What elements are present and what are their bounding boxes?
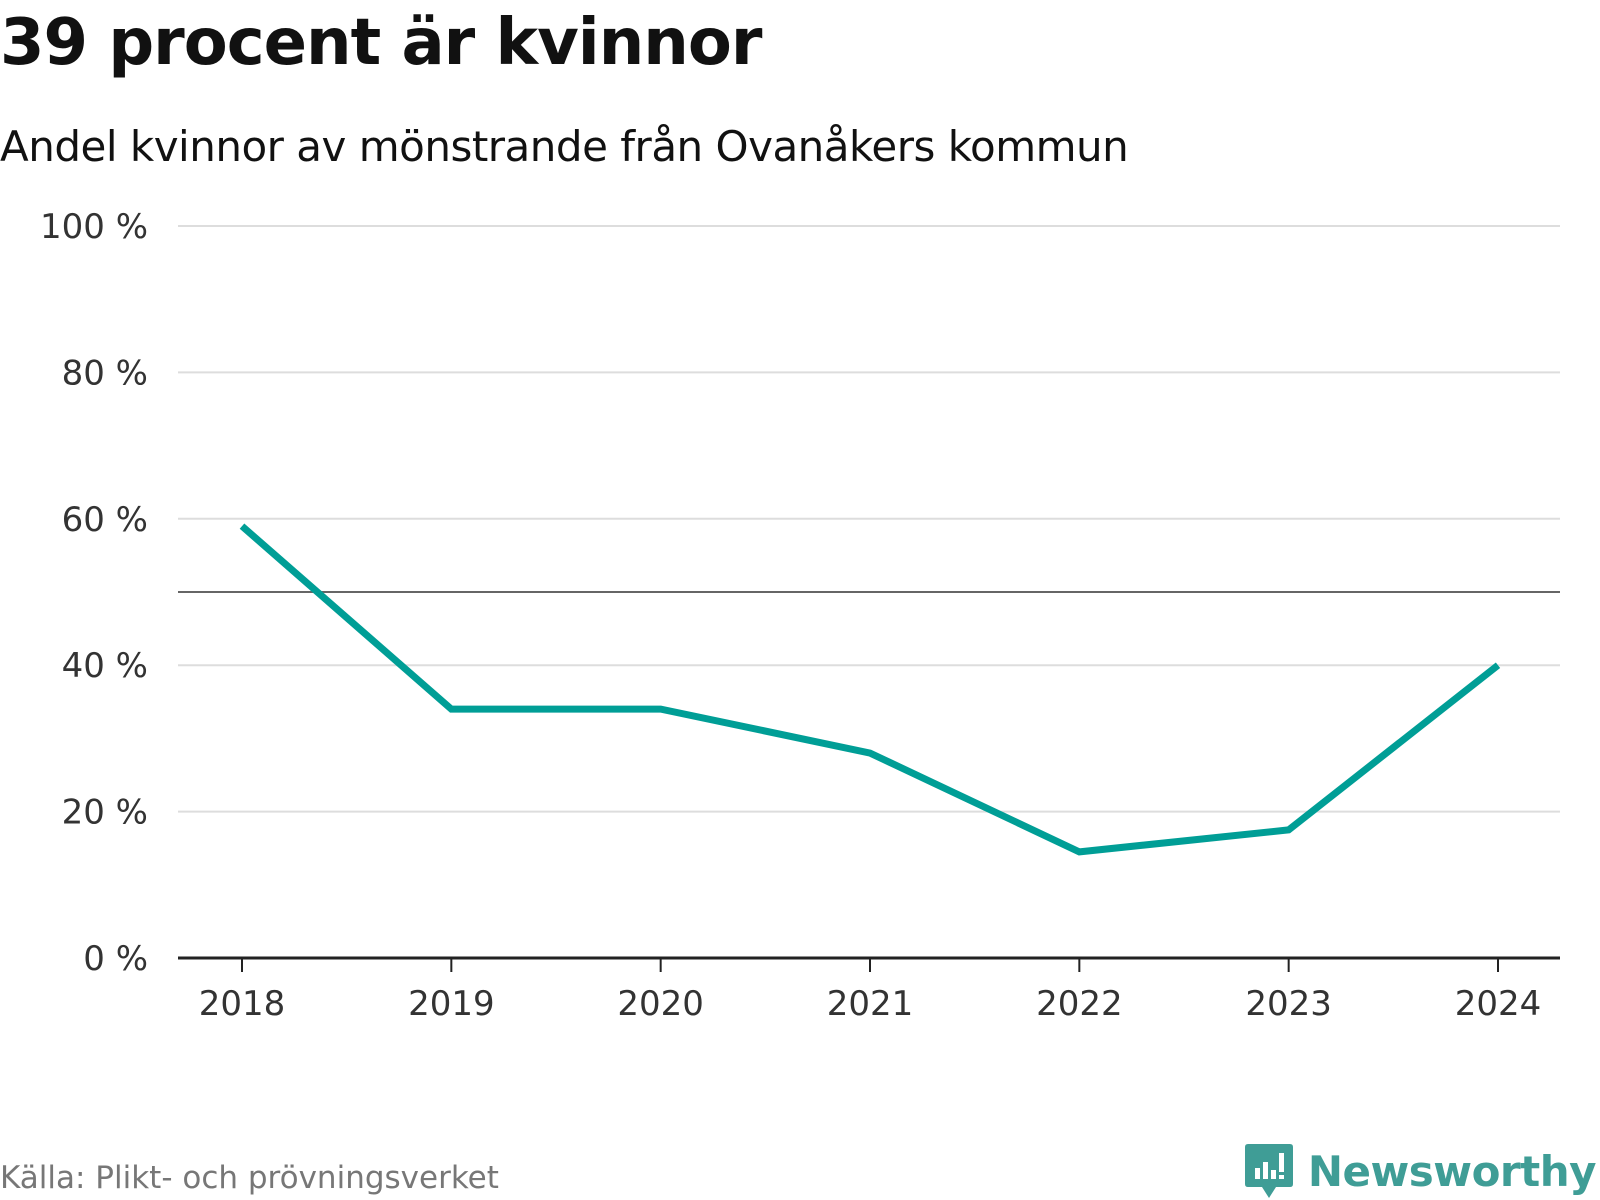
chart-title: 39 procent är kvinnor [0, 6, 762, 80]
y-tick-label: 40 % [62, 646, 148, 686]
series-line-0 [239, 523, 1501, 856]
y-tick-label: 60 % [62, 500, 148, 540]
x-tick-label: 2024 [1455, 984, 1542, 1024]
x-tick-label: 2018 [199, 984, 286, 1024]
y-tick-label: 100 % [40, 207, 148, 247]
brand-name: Newsworthy [1307, 1146, 1597, 1196]
series-group [239, 523, 1501, 856]
y-axis-tick-labels: 0 % 20 % 40 % 60 % 80 % 100 % [40, 207, 148, 979]
source-note: Källa: Plikt- och prövningsverket [0, 1160, 499, 1196]
x-tick-label: 2023 [1245, 984, 1332, 1024]
gridlines [178, 225, 1560, 813]
x-axis [178, 956, 1560, 972]
x-axis-tick-labels: 2018 2019 2020 2021 2022 2023 2024 [199, 984, 1542, 1024]
x-tick-label: 2019 [408, 984, 495, 1024]
x-tick-label: 2022 [1036, 984, 1123, 1024]
y-tick-label: 0 % [83, 939, 148, 979]
x-tick-label: 2021 [827, 984, 914, 1024]
chart-subtitle: Andel kvinnor av mönstrande från Ovanåke… [0, 122, 1129, 171]
x-tick-label: 2020 [617, 984, 704, 1024]
y-tick-label: 80 % [62, 353, 148, 393]
brand-logo[interactable]: Newsworthy [1244, 1142, 1597, 1200]
line-chart: 0 % 20 % 40 % 60 % 80 % 100 % 2018 2019 2020 202… [40, 207, 1560, 1024]
newsworthy-logo-icon [1244, 1144, 1293, 1198]
y-tick-label: 20 % [62, 793, 148, 833]
